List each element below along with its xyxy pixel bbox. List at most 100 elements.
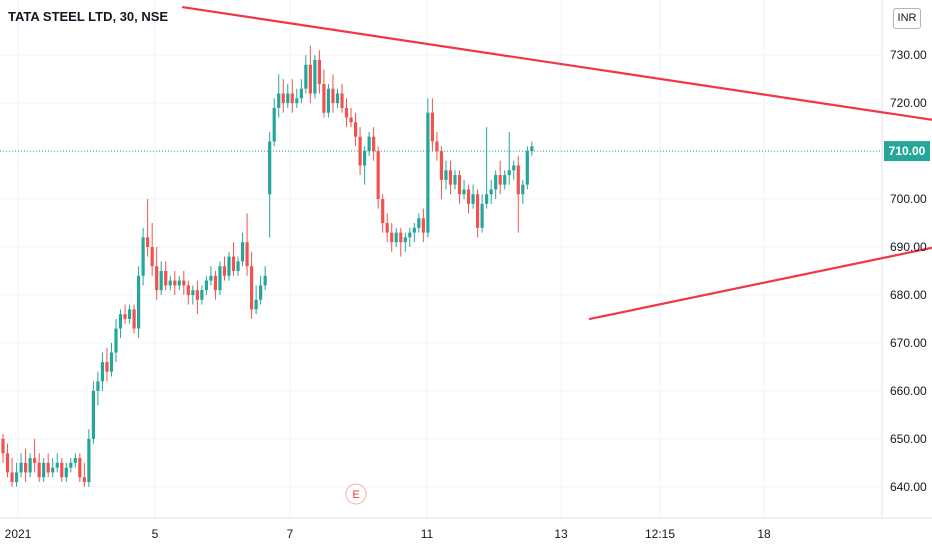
- candle-body: [417, 218, 421, 228]
- earnings-event-marker[interactable]: E: [345, 483, 367, 505]
- candle-body: [335, 93, 340, 104]
- candle-body: [186, 285, 190, 295]
- candle-body: [204, 280, 208, 291]
- candle-body: [137, 275, 141, 329]
- candle-body: [331, 88, 335, 104]
- price-tick-label: 730.00: [890, 48, 927, 62]
- time-tick-label: 11: [421, 527, 434, 541]
- candle-body: [367, 136, 371, 152]
- candle-body: [263, 275, 267, 286]
- candle-body: [471, 194, 475, 204]
- candle-body: [313, 59, 317, 94]
- last-price-badge: [884, 141, 930, 162]
- candle-body: [476, 194, 480, 228]
- candle-body: [96, 381, 100, 391]
- candle-body: [399, 232, 403, 243]
- candle-body: [200, 290, 204, 300]
- candle-body: [326, 88, 331, 113]
- candle-body: [435, 141, 439, 152]
- candle-body: [33, 458, 37, 463]
- candle-body: [87, 438, 91, 483]
- candle-body: [42, 462, 46, 478]
- candle-body: [24, 462, 28, 473]
- candle-body: [231, 256, 236, 271]
- candle-body: [73, 458, 77, 463]
- price-tick-label: 680.00: [890, 288, 927, 302]
- candle-body: [268, 141, 272, 195]
- candle-body: [14, 472, 19, 483]
- candle-body: [525, 151, 529, 185]
- candle-body: [218, 266, 222, 291]
- candle-body: [277, 93, 281, 108]
- candle-body: [426, 112, 430, 233]
- candle-body: [168, 280, 172, 286]
- candle-body: [512, 165, 516, 171]
- price-tick-label: 720.00: [890, 96, 927, 110]
- candle-body: [78, 458, 82, 478]
- price-axis[interactable]: 640.00 650.00 660.00 670.00 680.00 690.00 700.…: [890, 48, 927, 494]
- time-tick-label: 7: [287, 527, 294, 541]
- last-price-value: 710.00: [889, 144, 926, 158]
- candle-body: [290, 93, 294, 104]
- candle-body: [286, 93, 290, 104]
- candle-body: [503, 175, 507, 185]
- candle-body: [403, 237, 407, 243]
- candle-body: [37, 462, 41, 478]
- price-tick-label: 660.00: [890, 384, 927, 398]
- candle-body: [272, 107, 276, 142]
- time-tick-label: 18: [757, 527, 771, 541]
- candle-body: [1, 438, 5, 454]
- time-axis[interactable]: 2021 5 7 11 13 12:15 18: [5, 527, 771, 541]
- time-tick-label: 5: [152, 527, 159, 541]
- event-letter: E: [352, 489, 359, 501]
- candle-body: [344, 107, 349, 118]
- candle-body: [530, 146, 534, 152]
- candle-body: [381, 199, 385, 224]
- candle-body: [195, 290, 199, 300]
- currency-badge[interactable]: INR: [893, 8, 921, 29]
- candle-body: [46, 462, 50, 473]
- candle-body: [281, 93, 285, 104]
- candle-body: [127, 309, 132, 319]
- candle-body: [91, 390, 95, 439]
- candle-body: [118, 314, 123, 329]
- candle-body: [227, 256, 231, 276]
- candle-body: [457, 175, 462, 195]
- time-tick-label: 13: [554, 527, 568, 541]
- candle-body: [489, 189, 493, 195]
- candle-body: [114, 328, 118, 353]
- candle-body: [159, 270, 163, 291]
- candle-body: [358, 136, 362, 166]
- candle-body: [412, 227, 416, 233]
- candle-body: [182, 280, 186, 286]
- candle-body: [466, 189, 471, 204]
- time-tick-label: 12:15: [645, 527, 675, 541]
- grid: [0, 0, 882, 518]
- candle-body: [521, 184, 525, 195]
- candle-body: [132, 309, 136, 329]
- candle-body: [191, 290, 195, 295]
- candle-body: [444, 170, 448, 180]
- candle-body: [353, 122, 358, 137]
- candle-body: [498, 175, 502, 185]
- candle-body: [150, 247, 154, 267]
- candle-body: [322, 83, 326, 113]
- candle-body: [254, 299, 258, 310]
- price-tick-label: 690.00: [890, 240, 927, 254]
- candle-body: [69, 462, 73, 468]
- candle-body: [173, 280, 177, 286]
- candle-body: [5, 453, 10, 473]
- candles: [1, 45, 534, 487]
- candle-body: [308, 64, 312, 94]
- trendline-upper: [181, 6, 932, 121]
- candle-body: [485, 194, 489, 204]
- candle-body: [430, 112, 434, 142]
- price-tick-label: 670.00: [890, 336, 927, 350]
- candle-body: [245, 242, 249, 267]
- time-tick-label: 2021: [5, 527, 32, 541]
- triangle-trendlines[interactable]: [181, 6, 932, 321]
- candle-body: [340, 93, 344, 108]
- event-circle: [345, 483, 367, 505]
